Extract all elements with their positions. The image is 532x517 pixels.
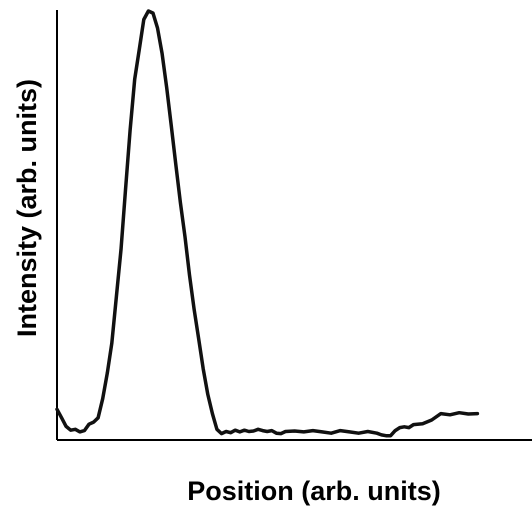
x-axis-label: Position (arb. units) <box>187 476 441 506</box>
axes <box>56 10 532 441</box>
series-line-1 <box>55 9 480 438</box>
axis-labels: Position (arb. units) Intensity (arb. un… <box>12 79 441 506</box>
y-axis-label: Intensity (arb. units) <box>12 79 42 337</box>
series-layer <box>55 9 480 438</box>
